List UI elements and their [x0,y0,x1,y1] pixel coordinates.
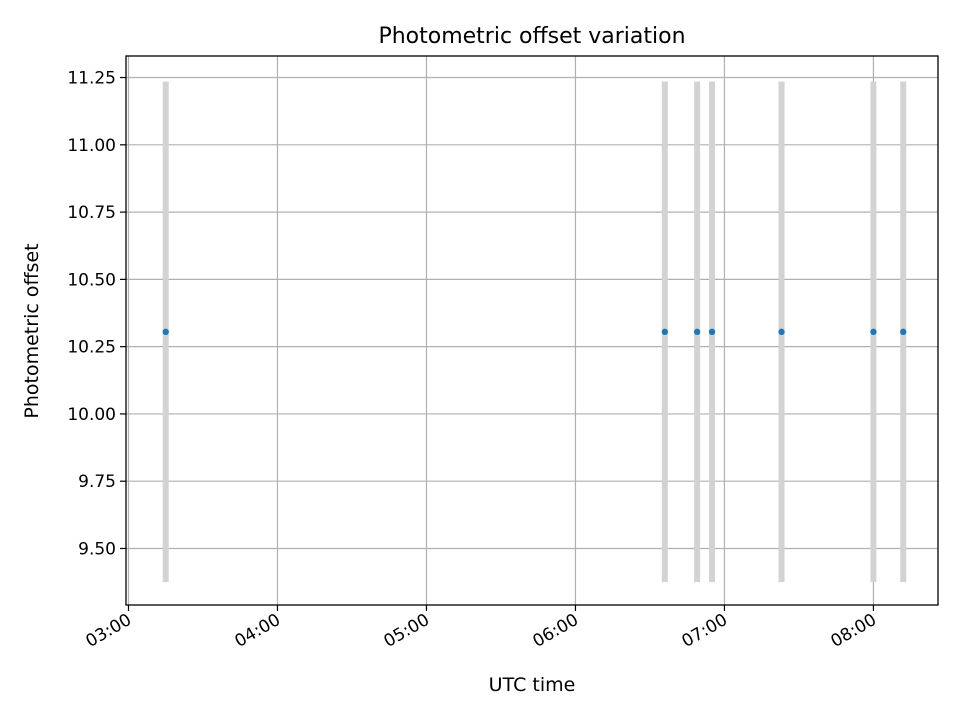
y-tick-label: 10.00 [67,405,116,425]
y-tick-label: 10.50 [67,270,116,290]
data-point [778,328,785,336]
y-axis-label: Photometric offset [21,243,43,418]
y-tick-label: 9.75 [78,472,116,492]
data-point [162,328,169,336]
chart-title: Photometric offset variation [378,24,685,49]
y-tick-label: 11.00 [67,136,116,156]
data-point [661,328,669,336]
data-point [708,328,716,336]
y-tick-label: 10.25 [67,338,116,358]
x-axis-label: UTC time [489,674,576,696]
data-point [900,328,907,336]
plot-frame [125,55,939,606]
data-point [693,328,701,336]
y-tick-label: 11.25 [67,69,116,89]
data-points [162,328,907,336]
data-point [870,328,877,336]
y-tick-label: 10.75 [67,203,116,223]
y-tick-label: 9.50 [78,539,116,559]
